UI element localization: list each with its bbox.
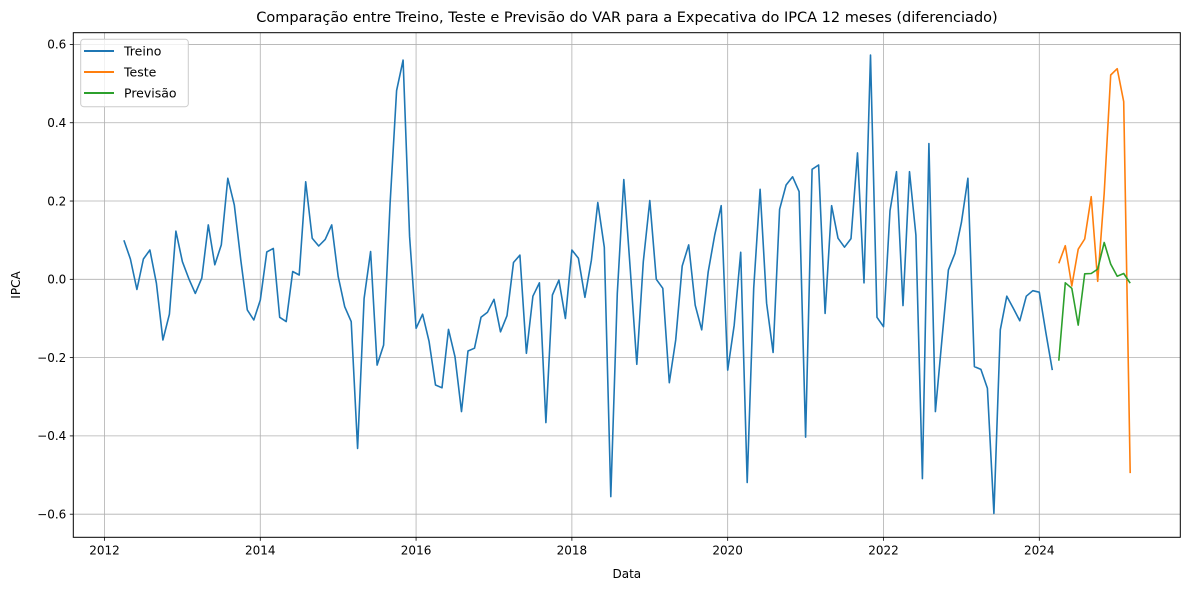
x-tick-label: 2014: [245, 543, 276, 557]
y-tick-label: 0.2: [47, 194, 66, 208]
legend-entry-treino: Treino: [84, 44, 161, 59]
y-tick-label: −0.6: [37, 508, 66, 522]
series-layer: [123, 54, 1131, 515]
series-previsao: [1058, 241, 1131, 361]
y-axis: −0.6 −0.4 −0.2 0.0 0.2 0.4 0.6: [37, 38, 74, 522]
x-tick-label: 2022: [868, 543, 899, 557]
y-axis-label: IPCA: [9, 271, 23, 299]
grid: [73, 32, 1181, 538]
series-treino: [123, 54, 1054, 515]
x-tick-label: 2016: [401, 543, 432, 557]
legend-entry-previsao: Previsão: [84, 86, 177, 101]
series-teste: [1058, 67, 1131, 474]
x-tick-label: 2018: [557, 543, 588, 557]
legend-box: [80, 38, 189, 108]
y-tick-label: −0.4: [37, 429, 66, 443]
y-tick-label: −0.2: [37, 351, 66, 365]
x-axis: 2012 2014 2016 2018 2020 2022 2024: [89, 537, 1055, 557]
legend-label-treino: Treino: [123, 44, 161, 59]
chart-title: Comparação entre Treino, Teste e Previsã…: [256, 10, 997, 26]
plot-frame: [72, 32, 1181, 538]
legend-label-teste: Teste: [123, 65, 157, 80]
x-tick-label: 2024: [1024, 543, 1055, 557]
x-tick-label: 2020: [712, 543, 743, 557]
x-axis-label: Data: [612, 567, 641, 581]
y-tick-label: 0.6: [47, 38, 66, 52]
series-line-previsao: [1058, 241, 1131, 361]
legend-label-previsao: Previsão: [124, 86, 177, 101]
series-line-treino: [123, 54, 1054, 515]
legend-entry-teste: Teste: [84, 65, 157, 80]
legend: Treino Teste Previsão: [80, 38, 189, 108]
y-tick-label: 0.4: [47, 116, 66, 130]
x-tick-label: 2012: [89, 543, 120, 557]
y-tick-label: 0.0: [47, 273, 66, 287]
series-line-teste: [1058, 67, 1131, 474]
